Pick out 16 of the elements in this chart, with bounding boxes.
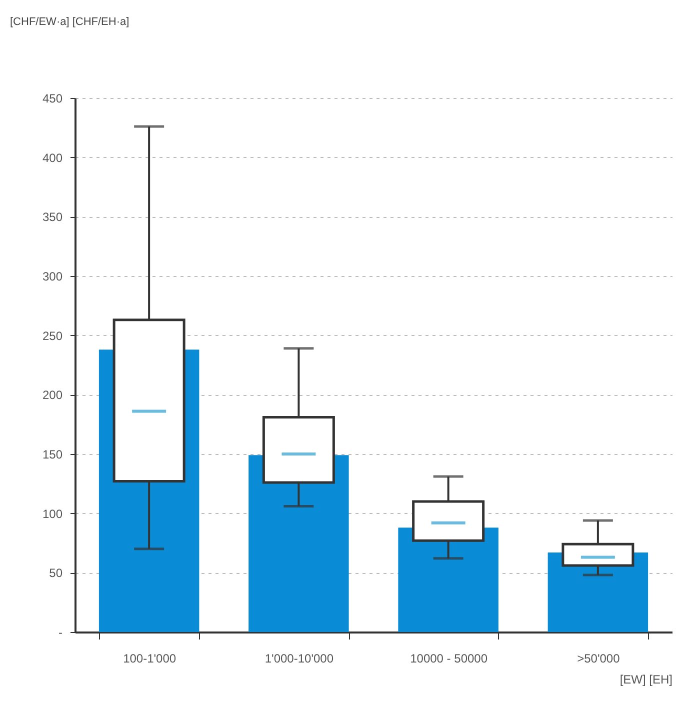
y-tick-label: - [58, 626, 62, 640]
y-tick-label: 150 [42, 448, 63, 462]
y-tick-label: 100 [42, 506, 63, 521]
y-tick-label: 50 [49, 566, 63, 580]
x-tick-label: 10000 - 50000 [410, 652, 488, 666]
y-tick-label: 300 [42, 270, 63, 284]
y-tick-label: 450 [42, 92, 63, 106]
x-tick-label: >50'000 [577, 652, 620, 666]
x-tick-label: 100-1'000 [123, 652, 176, 666]
y-tick-label: 350 [42, 210, 63, 224]
y-tick-label: 200 [42, 388, 63, 402]
y-tick-label: 250 [42, 328, 63, 343]
x-tick-label: 1'000-10'000 [264, 652, 334, 666]
y-tick-label: 400 [42, 150, 63, 165]
text: [CHF/EW·a] [CHF/EH·a] [10, 16, 130, 28]
x-axis-title: [EW] [EH] [620, 672, 672, 686]
